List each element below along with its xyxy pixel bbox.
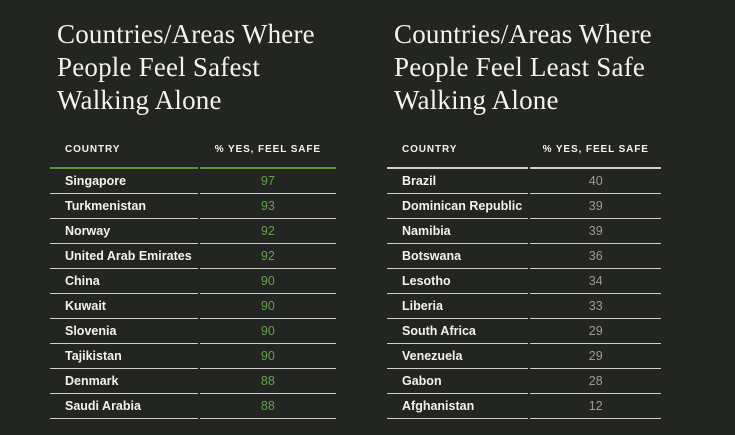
header-row: COUNTRY % YES, FEEL SAFE: [387, 142, 661, 169]
value-cell: 90: [199, 294, 336, 319]
least-safe-table: COUNTRY % YES, FEEL SAFE Brazil 40 Dominic…: [385, 142, 663, 419]
country-cell: United Arab Emirates: [50, 244, 198, 269]
table-row: Dominican Republic 39: [387, 194, 661, 219]
value-cell: 97: [199, 169, 336, 194]
country-cell: Denmark: [50, 369, 198, 394]
country-column-header: COUNTRY: [387, 142, 529, 169]
value-column-header: % YES, FEEL SAFE: [199, 142, 336, 169]
safest-table: COUNTRY % YES, FEEL SAFE Singapore 97 Turk…: [48, 142, 338, 419]
table-header: COUNTRY % YES, FEEL SAFE: [387, 142, 661, 169]
value-cell: 92: [199, 219, 336, 244]
country-cell: China: [50, 269, 198, 294]
value-cell: 39: [530, 219, 661, 244]
value-cell: 36: [530, 244, 661, 269]
value-cell: 40: [530, 169, 661, 194]
table-row: Norway 92: [50, 219, 336, 244]
value-cell: 90: [199, 269, 336, 294]
table-body: Brazil 40 Dominican Republic 39 Namibia 39 Bot…: [387, 169, 661, 419]
country-cell: Namibia: [387, 219, 529, 244]
table-row: Singapore 97: [50, 169, 336, 194]
value-cell: 39: [530, 194, 661, 219]
table-row: Gabon 28: [387, 369, 661, 394]
table-row: Lesotho 34: [387, 269, 661, 294]
table-row: Venezuela 29: [387, 344, 661, 369]
table-row: Denmark 88: [50, 369, 336, 394]
table-row: Brazil 40: [387, 169, 661, 194]
title-line: Countries/Areas Where: [394, 19, 652, 49]
table-row: United Arab Emirates 92: [50, 244, 336, 269]
country-cell: Turkmenistan: [50, 194, 198, 219]
table-row: Namibia 39: [387, 219, 661, 244]
country-cell: Slovenia: [50, 319, 198, 344]
country-cell: Tajikistan: [50, 344, 198, 369]
value-cell: 12: [530, 394, 661, 419]
least-safe-panel: Countries/Areas Where People Feel Least …: [385, 14, 663, 419]
country-cell: South Africa: [387, 319, 529, 344]
value-cell: 33: [530, 294, 661, 319]
value-cell: 88: [199, 394, 336, 419]
title-line: People Feel Safest: [57, 52, 261, 82]
country-cell: Liberia: [387, 294, 529, 319]
safest-panel-title: Countries/Areas Where People Feel Safest…: [57, 18, 338, 117]
title-line: People Feel Least Safe: [394, 52, 646, 82]
title-line: Countries/Areas Where: [57, 19, 315, 49]
country-cell: Botswana: [387, 244, 529, 269]
value-cell: 29: [530, 319, 661, 344]
table-header: COUNTRY % YES, FEEL SAFE: [50, 142, 336, 169]
header-row: COUNTRY % YES, FEEL SAFE: [50, 142, 336, 169]
table-row: Tajikistan 90: [50, 344, 336, 369]
country-cell: Gabon: [387, 369, 529, 394]
country-cell: Saudi Arabia: [50, 394, 198, 419]
table-row: Kuwait 90: [50, 294, 336, 319]
value-cell: 88: [199, 369, 336, 394]
value-cell: 29: [530, 344, 661, 369]
country-cell: Lesotho: [387, 269, 529, 294]
value-cell: 90: [199, 319, 336, 344]
country-cell: Venezuela: [387, 344, 529, 369]
value-cell: 28: [530, 369, 661, 394]
table-row: South Africa 29: [387, 319, 661, 344]
country-cell: Kuwait: [50, 294, 198, 319]
country-cell: Singapore: [50, 169, 198, 194]
table-row: Botswana 36: [387, 244, 661, 269]
value-cell: 34: [530, 269, 661, 294]
country-cell: Dominican Republic: [387, 194, 529, 219]
safest-panel: Countries/Areas Where People Feel Safest…: [48, 14, 338, 419]
country-cell: Afghanistan: [387, 394, 529, 419]
title-line: Walking Alone: [57, 85, 222, 115]
value-column-header: % YES, FEEL SAFE: [530, 142, 661, 169]
value-cell: 92: [199, 244, 336, 269]
table-row: Slovenia 90: [50, 319, 336, 344]
table-body: Singapore 97 Turkmenistan 93 Norway 92 United …: [50, 169, 336, 419]
title-line: Walking Alone: [394, 85, 559, 115]
country-column-header: COUNTRY: [50, 142, 198, 169]
country-cell: Norway: [50, 219, 198, 244]
table-row: Liberia 33: [387, 294, 661, 319]
two-table-layout: Countries/Areas Where People Feel Safest…: [48, 14, 663, 419]
table-row: Turkmenistan 93: [50, 194, 336, 219]
country-cell: Brazil: [387, 169, 529, 194]
least-safe-panel-title: Countries/Areas Where People Feel Least …: [394, 18, 663, 117]
table-row: Saudi Arabia 88: [50, 394, 336, 419]
value-cell: 90: [199, 344, 336, 369]
table-row: Afghanistan 12: [387, 394, 661, 419]
value-cell: 93: [199, 194, 336, 219]
table-row: China 90: [50, 269, 336, 294]
